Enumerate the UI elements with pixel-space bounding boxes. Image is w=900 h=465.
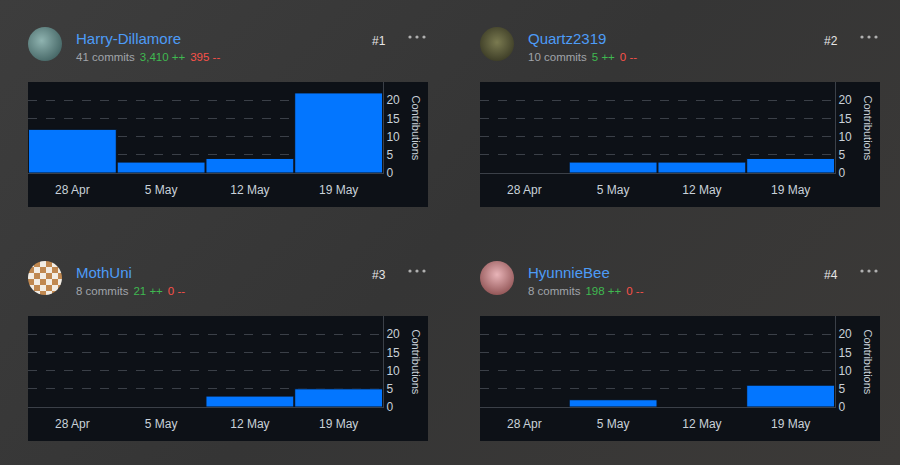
svg-text:20: 20 [386, 327, 400, 341]
html-text:#4: #4 [824, 268, 838, 282]
svg-text:19 May: 19 May [771, 417, 810, 431]
svg-text:5 May: 5 May [145, 417, 178, 431]
svg-text:5 May: 5 May [597, 417, 630, 431]
svg-text:5: 5 [838, 148, 845, 162]
svg-text:28 Apr: 28 Apr [507, 417, 542, 431]
svg-text:12 May: 12 May [230, 183, 269, 197]
svg-text:5: 5 [386, 382, 393, 396]
svg-text:12 May: 12 May [682, 417, 721, 431]
svg-text:5: 5 [386, 148, 393, 162]
svg-text:5: 5 [838, 382, 845, 396]
svg-text:20: 20 [838, 327, 852, 341]
html-text:HyunnieBee: HyunnieBee [528, 264, 610, 281]
svg-text:5 May: 5 May [145, 183, 178, 197]
html-text:Harry-Dillamore: Harry-Dillamore [76, 30, 181, 47]
svg-text:0: 0 [386, 166, 393, 180]
svg-text:19 May: 19 May [319, 183, 358, 197]
svg-text:28 Apr: 28 Apr [507, 183, 542, 197]
html-text:#1: #1 [372, 34, 386, 48]
html-text:8 commits 21 ++ 0 --: 8 commits 21 ++ 0 -- [76, 285, 186, 297]
svg-text:15: 15 [838, 346, 852, 360]
html-text:10 commits 5 ++ 0 --: 10 commits 5 ++ 0 -- [528, 51, 638, 63]
svg-text:Contributions: Contributions [410, 96, 422, 161]
svg-text:15: 15 [386, 112, 400, 126]
svg-text:10: 10 [838, 130, 852, 144]
svg-text:Contributions: Contributions [862, 330, 874, 395]
svg-text:5 May: 5 May [597, 183, 630, 197]
html-text:8 commits 198 ++ 0 --: 8 commits 198 ++ 0 -- [528, 285, 644, 297]
svg-text:19 May: 19 May [771, 183, 810, 197]
svg-text:28 Apr: 28 Apr [55, 183, 90, 197]
svg-text:15: 15 [386, 346, 400, 360]
svg-text:Contributions: Contributions [410, 330, 422, 395]
html-text:#2: #2 [824, 34, 838, 48]
svg-text:10: 10 [386, 130, 400, 144]
html-text:41 commits 3,410 ++ 395 --: 41 commits 3,410 ++ 395 -- [76, 51, 221, 63]
html-text:MothUni: MothUni [76, 264, 132, 281]
svg-text:0: 0 [838, 166, 845, 180]
svg-text:28 Apr: 28 Apr [55, 417, 90, 431]
html-text:Quartz2319: Quartz2319 [528, 30, 607, 47]
svg-text:Contributions: Contributions [862, 96, 874, 161]
svg-text:10: 10 [838, 364, 852, 378]
svg-text:0: 0 [838, 400, 845, 414]
svg-text:12 May: 12 May [230, 417, 269, 431]
svg-text:0: 0 [386, 400, 393, 414]
svg-text:19 May: 19 May [319, 417, 358, 431]
svg-text:20: 20 [386, 93, 400, 107]
svg-text:10: 10 [386, 364, 400, 378]
svg-text:15: 15 [838, 112, 852, 126]
html-text:#3: #3 [372, 268, 386, 282]
svg-text:20: 20 [838, 93, 852, 107]
svg-text:12 May: 12 May [682, 183, 721, 197]
